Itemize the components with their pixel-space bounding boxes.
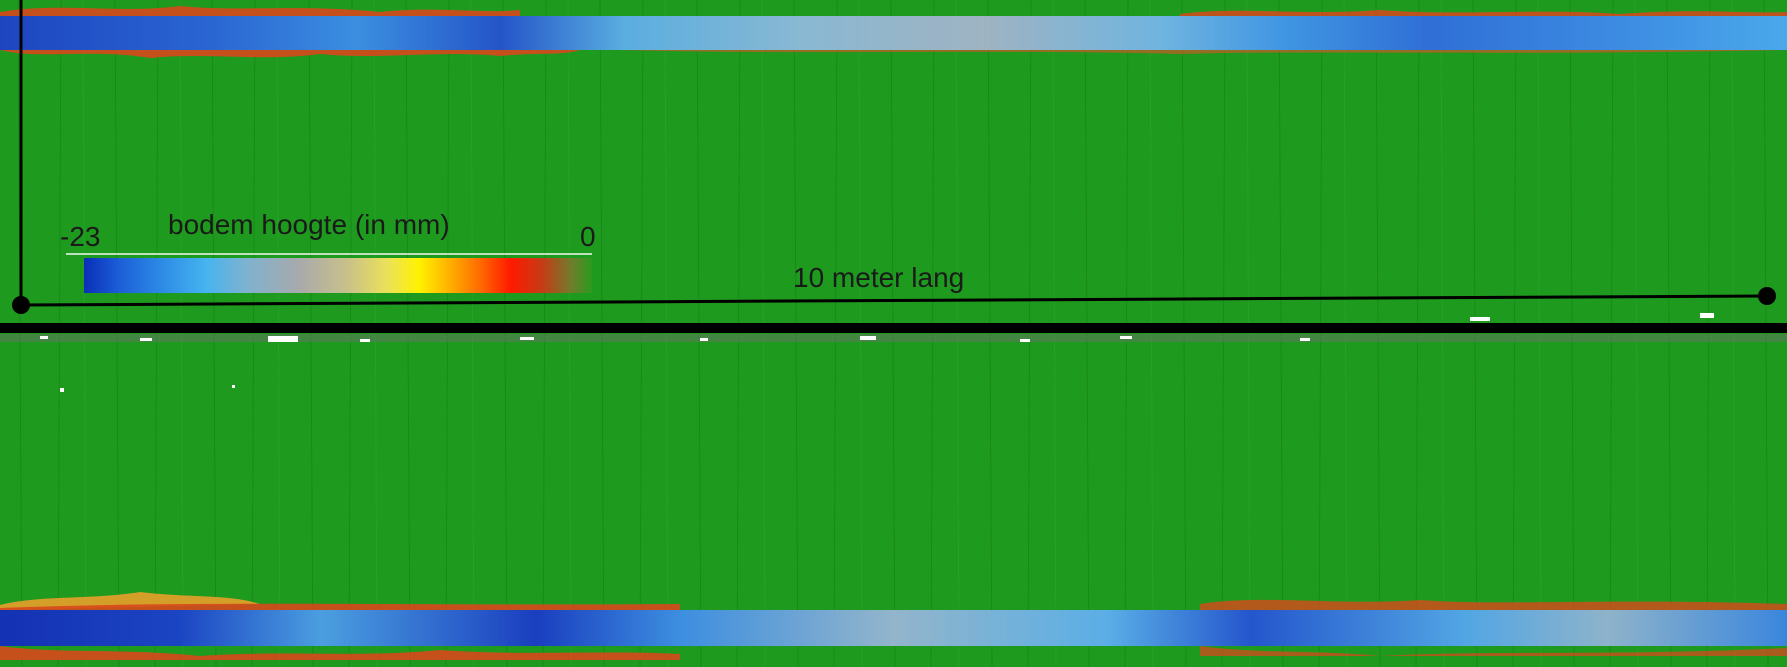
scale-bar (12, 0, 1776, 314)
scan-divider (0, 323, 1787, 333)
bottom-scour-channel (0, 592, 1787, 660)
legend-min-label: -23 (60, 221, 101, 252)
top-scour-channel (0, 6, 1787, 58)
legend-max-label: 0 (580, 221, 596, 252)
scale-bar-label: 10 meter lang (793, 262, 965, 293)
legend-title: bodem hoogte (in mm) (168, 209, 450, 240)
divider-noise (0, 334, 1787, 342)
legend-color-bar (84, 258, 592, 293)
divider-speckles (40, 313, 1714, 392)
